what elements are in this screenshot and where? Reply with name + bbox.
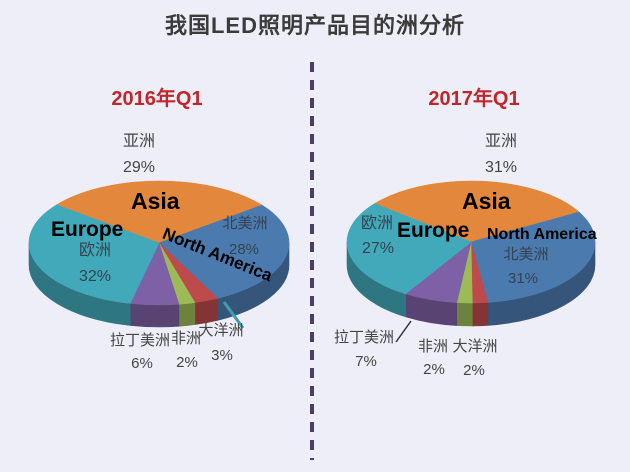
right-label-africa-zh: 非洲 bbox=[417, 338, 448, 355]
right-label-north-america-pct: 31% bbox=[507, 270, 539, 287]
left-label-oceania-pct: 3% bbox=[211, 347, 233, 364]
left-oceania-leader-line bbox=[222, 301, 245, 329]
pie-1-side-africa bbox=[456, 302, 473, 327]
pie-0-side-latin-america bbox=[129, 303, 180, 328]
left-label-north-america-zh: 北美洲 bbox=[222, 215, 268, 232]
right-label-europe-pct: 27% bbox=[361, 240, 395, 257]
right-label-africa-pct: 2% bbox=[423, 361, 445, 378]
right-label-europe-zh: 欧洲 bbox=[360, 215, 393, 232]
vertical-dashed-divider bbox=[310, 62, 314, 460]
right-overlay-asia: Asia bbox=[462, 188, 511, 214]
left-label-africa-zh: 非洲 bbox=[170, 330, 201, 347]
left-label-oceania-zh: 大洋洲 bbox=[198, 322, 244, 339]
right-label-oceania-zh: 大洋洲 bbox=[452, 338, 498, 355]
left-overlay-europe: Europe bbox=[51, 218, 124, 241]
left-label-latin-america-pct: 6% bbox=[131, 355, 153, 372]
left-label-africa-pct: 2% bbox=[176, 354, 198, 371]
left-label-asia-zh: 亚洲 bbox=[122, 133, 155, 150]
period-title-2017q1: 2017年Q1 bbox=[428, 88, 520, 110]
pie-0-slice-europe bbox=[28, 204, 160, 304]
period-title-2016q1: 2016年Q1 bbox=[111, 88, 203, 110]
right-label-asia-zh: 亚洲 bbox=[484, 133, 517, 150]
pie-1-slice-asia bbox=[373, 180, 580, 243]
pie-1-slice-north-america bbox=[470, 211, 596, 303]
left-label-north-america-pct: 28% bbox=[228, 241, 260, 258]
pie-0-slice-asia bbox=[55, 180, 263, 244]
right-label-asia-pct: 31% bbox=[484, 159, 518, 176]
page-title: 我国LED照明产品目的洲分析 bbox=[164, 13, 465, 38]
right-latin-america-leader-line bbox=[395, 320, 412, 343]
left-label-latin-america-zh: 拉丁美洲 bbox=[109, 332, 170, 349]
pie-1-side-oceania bbox=[471, 302, 489, 327]
right-overlay-north-america: North America bbox=[487, 226, 597, 243]
right-label-north-america-zh: 北美洲 bbox=[503, 246, 549, 263]
right-overlay-europe: Europe bbox=[397, 219, 470, 242]
left-label-europe-zh: 欧洲 bbox=[78, 242, 111, 259]
left-label-asia-pct: 29% bbox=[122, 159, 156, 176]
right-label-latin-america-pct: 7% bbox=[355, 353, 377, 370]
right-label-oceania-pct: 2% bbox=[463, 362, 485, 379]
left-label-europe-pct: 32% bbox=[78, 268, 112, 285]
right-label-latin-america-zh: 拉丁美洲 bbox=[333, 329, 394, 346]
pie-1-slice-europe bbox=[346, 203, 472, 295]
left-overlay-asia: Asia bbox=[131, 188, 180, 214]
pie-0-slice-north-america bbox=[158, 204, 290, 299]
